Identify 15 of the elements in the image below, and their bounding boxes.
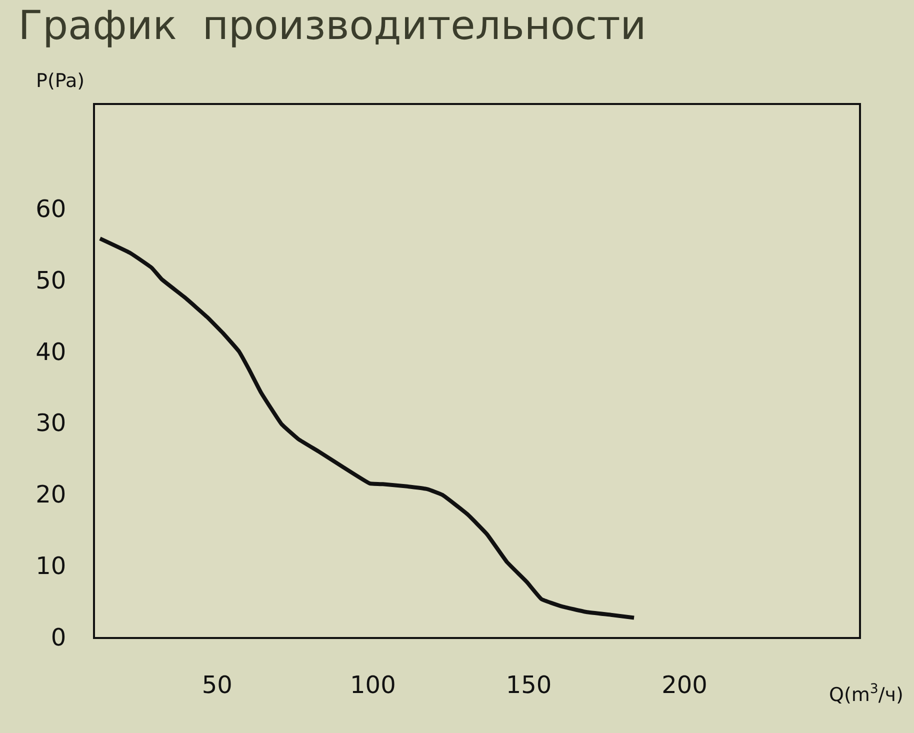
y-tick-label: 0 xyxy=(50,623,66,652)
x-tick-label: 100 xyxy=(350,670,396,699)
x-axis-title: Q(m$^{3}$/ч) xyxy=(829,682,904,706)
y-tick-label: 10 xyxy=(36,552,66,580)
chart-title: График производительности xyxy=(18,2,646,49)
y-tick-label: 50 xyxy=(36,266,66,294)
line-series xyxy=(98,236,636,620)
y-axis-title: P(Pa) xyxy=(36,70,85,92)
y-tick-label: 40 xyxy=(36,338,66,366)
x-tick-label: 200 xyxy=(662,670,708,699)
y-tick-label: 60 xyxy=(36,194,66,223)
y-tick-label: 20 xyxy=(36,480,66,509)
y-tick-label: 30 xyxy=(36,409,66,438)
x-tick-label: 150 xyxy=(506,670,552,699)
x-tick-label: 50 xyxy=(202,670,232,699)
